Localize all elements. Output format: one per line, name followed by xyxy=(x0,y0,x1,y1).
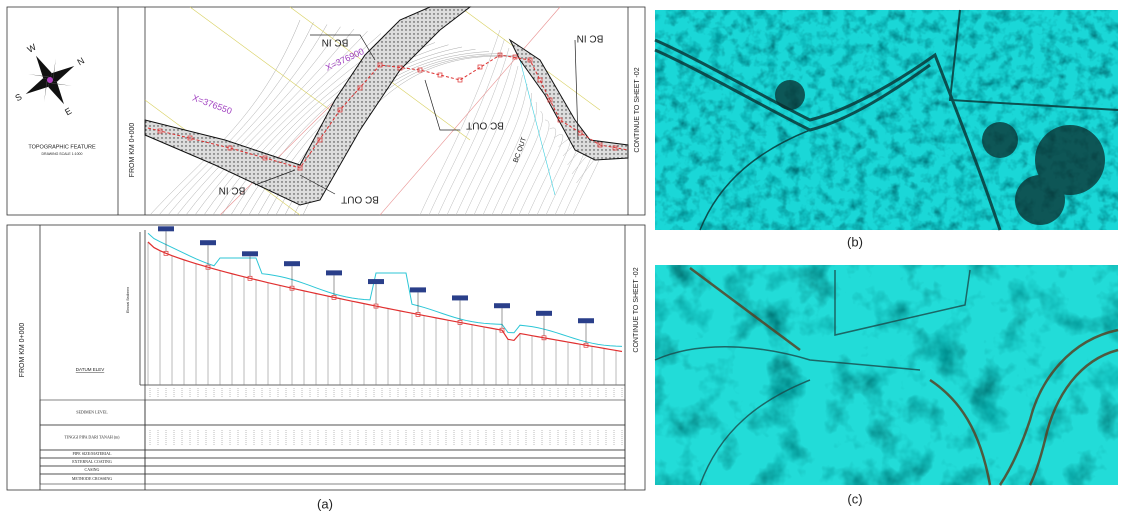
table-row xyxy=(40,458,625,466)
tag xyxy=(368,279,384,284)
tag xyxy=(284,261,300,266)
row-label: TINGGI PIPA DARI TANAH (m) xyxy=(64,434,120,439)
profile-lines xyxy=(148,226,622,398)
end-label: CONTINUE TO SHEET -02 xyxy=(633,267,640,352)
contour xyxy=(501,111,543,215)
terrain-image xyxy=(655,265,1118,485)
contour xyxy=(483,93,532,215)
y-axis-label: Elevasi Sedimen xyxy=(126,287,130,313)
figure: W E S N TOPOGRAPHIC FEATURE DRAWING SCAL… xyxy=(0,0,1123,514)
coordinate: X=376550 xyxy=(191,93,233,117)
contour xyxy=(510,120,549,215)
tag xyxy=(242,251,258,256)
contour xyxy=(564,151,593,215)
data-table: SEDIMEN LEVEL TINGGI PIPA DARI TANAH (m) P… xyxy=(40,400,625,484)
row-label: EXTERNAL COATING xyxy=(72,459,112,464)
compass-letter: E xyxy=(63,106,73,118)
caption: (a) xyxy=(317,496,333,511)
caption: (b) xyxy=(847,234,863,249)
table-row xyxy=(40,466,625,474)
table-row xyxy=(40,474,625,484)
end-label: CONTINUE TO SHEET -02 xyxy=(634,67,641,152)
row-label: CASING xyxy=(85,467,100,472)
caption: (c) xyxy=(847,491,862,506)
start-label: FROM KM 0+000 xyxy=(129,123,136,178)
callout: BC OUT xyxy=(466,119,504,130)
row-label: METHODE CROSSING xyxy=(72,476,112,481)
contour xyxy=(555,147,585,215)
start-label: FROM KM 0+000 xyxy=(19,323,26,378)
pipe-profile xyxy=(148,233,622,346)
compass-letter: W xyxy=(26,42,39,55)
tag xyxy=(200,240,216,245)
callout: BC IN xyxy=(219,184,246,195)
tag xyxy=(536,311,552,316)
table-row xyxy=(40,425,625,450)
contour xyxy=(537,139,570,215)
compass-letter: S xyxy=(13,92,23,104)
datum-label: DATUM ELEV xyxy=(76,367,104,372)
contour xyxy=(465,75,523,215)
compass-letter: N xyxy=(76,56,87,68)
contour xyxy=(438,48,509,215)
tag xyxy=(452,295,468,300)
tag xyxy=(494,303,510,308)
table-row xyxy=(40,450,625,458)
contour xyxy=(528,134,563,215)
tag xyxy=(326,270,342,275)
row-label: PIPE SIZE/MATERIAL xyxy=(73,451,113,456)
row-label: SEDIMEN LEVEL xyxy=(76,409,108,414)
compass: W E S N xyxy=(0,24,105,135)
legend-title: TOPOGRAPHIC FEATURE xyxy=(28,144,96,150)
callout: BC IN xyxy=(322,36,349,47)
profile-view: FROM KM 0+000 CONTINUE TO SHEET -02 DATU… xyxy=(7,225,645,490)
tag xyxy=(158,226,174,231)
table-row xyxy=(40,400,625,425)
contour xyxy=(573,153,601,215)
plan-view: W E S N TOPOGRAPHIC FEATURE DRAWING SCAL… xyxy=(0,7,645,215)
legend-scale: DRAWING SCALE 1:1000 xyxy=(42,152,83,156)
callout: BC IN xyxy=(577,32,604,43)
tag xyxy=(578,318,594,323)
contour xyxy=(447,57,514,215)
callout: BC OUT xyxy=(513,136,529,164)
tag xyxy=(410,287,426,292)
callout: BC OUT xyxy=(341,193,379,204)
terrain-image xyxy=(655,10,1118,230)
